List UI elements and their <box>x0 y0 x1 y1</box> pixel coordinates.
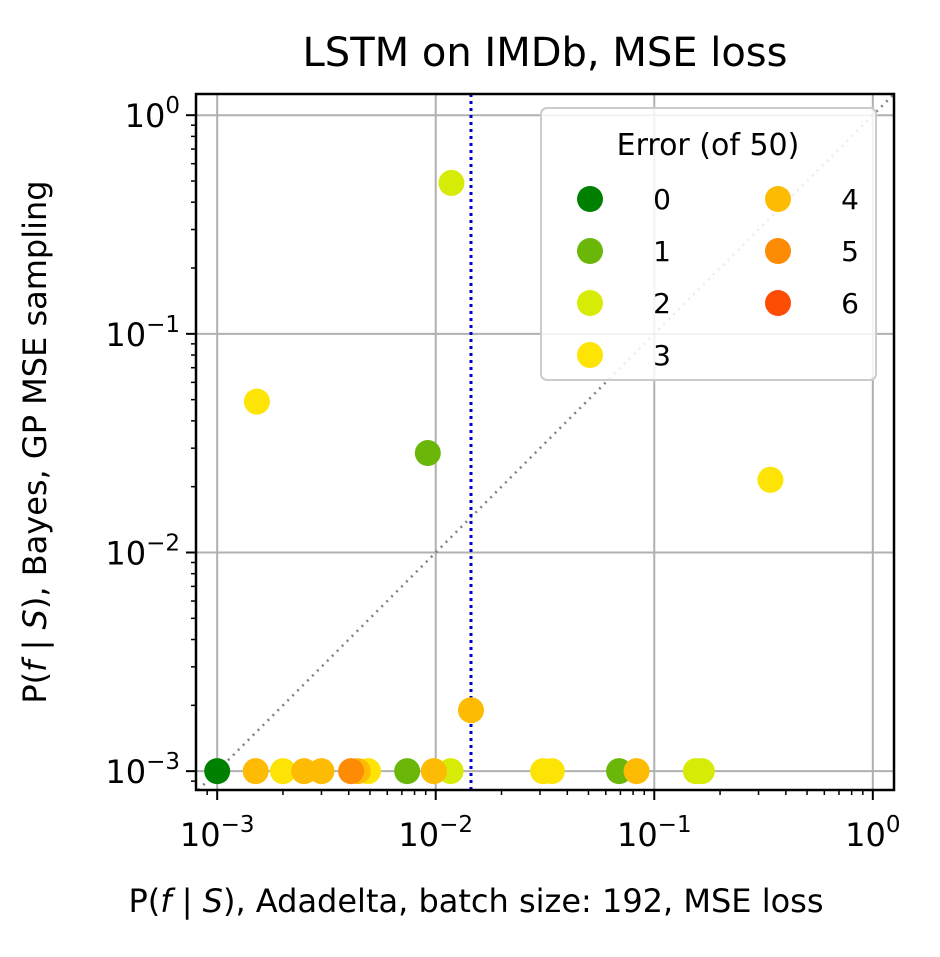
data-point-error-1 <box>414 440 441 467</box>
x-tick-exponent: −2 <box>439 812 473 838</box>
x-tick-exponent: 0 <box>886 812 901 838</box>
y-axis-label-prefix: P( <box>16 672 54 704</box>
chart-title: LSTM on IMDb, MSE loss <box>303 30 788 76</box>
x-tick-label: 10−3 <box>180 812 255 854</box>
x-axis-label-prefix: P( <box>128 882 160 920</box>
legend-marker-5 <box>765 238 791 264</box>
legend-entries: 0 1 2 3 4 5 6 <box>577 183 859 372</box>
data-point-error-4 <box>457 697 484 724</box>
x-tick-label: 10−1 <box>617 812 692 854</box>
legend-marker-1 <box>577 238 603 264</box>
y-tick-exponent: −1 <box>146 312 180 338</box>
x-tick-label: 100 <box>845 812 900 854</box>
data-point-error-4 <box>420 758 447 785</box>
x-tick-base: 10 <box>398 816 439 854</box>
data-point-error-5 <box>338 758 365 785</box>
legend-label-5: 5 <box>841 235 859 268</box>
y-tick-label: 10−2 <box>105 530 180 572</box>
legend-box <box>540 107 877 381</box>
x-axis-label-s: S <box>203 882 223 920</box>
y-tick-base: 10 <box>105 534 146 572</box>
x-axis-label-bar: | <box>172 882 203 920</box>
data-point-error-2 <box>688 758 715 785</box>
data-point-error-3 <box>243 388 270 415</box>
legend-marker-6 <box>765 290 791 316</box>
legend-marker-3 <box>577 342 603 368</box>
y-tick-exponent: 0 <box>165 93 180 119</box>
x-tick-base: 10 <box>617 816 658 854</box>
legend-label-2: 2 <box>653 287 671 320</box>
y-tick-label: 10−3 <box>105 749 180 791</box>
data-point-error-2 <box>438 169 465 196</box>
x-axis-ticks: 10−3 10−2 10−1 100 <box>180 790 901 854</box>
data-point-error-1 <box>394 758 421 785</box>
y-axis-label-close: ) <box>16 597 54 609</box>
y-axis-label-s: S <box>16 609 54 629</box>
y-tick-label: 100 <box>125 93 180 135</box>
x-axis-label: P(f | S), Adadelta, batch size: 192, MSE… <box>128 882 823 920</box>
x-axis-label-suffix: , Adadelta, batch size: 192, MSE loss <box>235 882 823 920</box>
x-tick-base: 10 <box>845 816 886 854</box>
x-tick-base: 10 <box>180 816 221 854</box>
data-point-error-3 <box>538 758 565 785</box>
x-axis-label-close: ) <box>223 882 235 920</box>
y-tick-exponent: −2 <box>146 530 180 556</box>
y-tick-exponent: −3 <box>146 749 180 775</box>
y-tick-base: 10 <box>105 753 146 791</box>
plot-frame <box>194 92 896 792</box>
legend-marker-4 <box>765 186 791 212</box>
legend-label-6: 6 <box>841 287 859 320</box>
x-tick-exponent: −1 <box>658 812 692 838</box>
legend-label-1: 1 <box>653 235 671 268</box>
legend-label-0: 0 <box>653 183 671 216</box>
legend-label-3: 3 <box>653 339 671 372</box>
y-axis-label-bar: | <box>16 629 54 660</box>
legend-label-4: 4 <box>841 183 859 216</box>
y-tick-base: 10 <box>125 97 166 135</box>
legend-marker-0 <box>577 186 603 212</box>
data-points <box>204 169 784 785</box>
data-point-error-3 <box>757 466 784 493</box>
y-axis-label: P(f | S), Bayes, GP MSE sampling <box>16 180 54 703</box>
y-tick-label: 10−1 <box>105 312 180 354</box>
data-point-error-4 <box>308 758 335 785</box>
x-tick-exponent: −3 <box>221 812 255 838</box>
data-point-error-0 <box>204 758 231 785</box>
x-tick-label: 10−2 <box>398 812 473 854</box>
y-axis-label-suffix: , Bayes, GP MSE sampling <box>16 180 54 596</box>
y-tick-base: 10 <box>105 316 146 354</box>
data-point-error-4 <box>623 758 650 785</box>
data-point-error-4 <box>242 758 269 785</box>
legend-marker-2 <box>577 290 603 316</box>
legend-title: Error (of 50) <box>617 128 800 163</box>
data-point-error-3 <box>269 758 296 785</box>
legend: Error (of 50) 0 1 2 3 4 5 6 <box>540 107 877 381</box>
